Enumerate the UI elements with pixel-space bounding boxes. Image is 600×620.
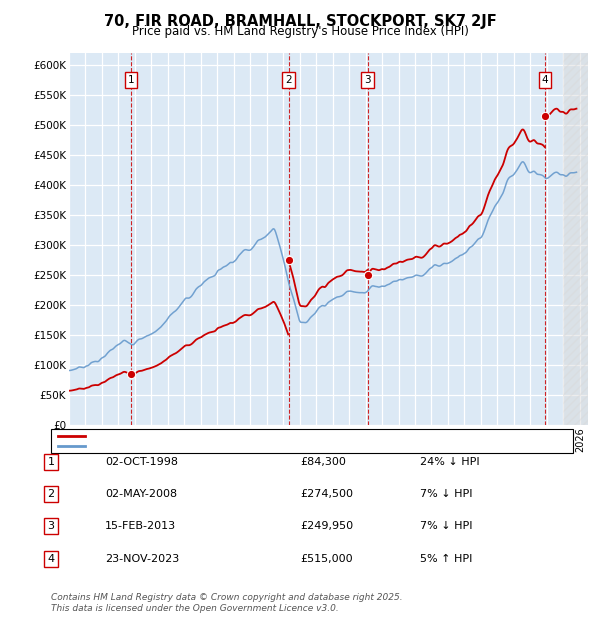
Text: 5% ↑ HPI: 5% ↑ HPI (420, 554, 472, 564)
Text: 02-OCT-1998: 02-OCT-1998 (105, 457, 178, 467)
Text: HPI: Average price, detached house, Stockport: HPI: Average price, detached house, Stoc… (92, 441, 336, 451)
Text: 70, FIR ROAD, BRAMHALL, STOCKPORT, SK7 2JF (detached house): 70, FIR ROAD, BRAMHALL, STOCKPORT, SK7 2… (92, 431, 434, 441)
Text: £249,950: £249,950 (300, 521, 353, 531)
Text: Contains HM Land Registry data © Crown copyright and database right 2025.
This d: Contains HM Land Registry data © Crown c… (51, 593, 403, 613)
Text: Price paid vs. HM Land Registry's House Price Index (HPI): Price paid vs. HM Land Registry's House … (131, 25, 469, 38)
Text: 4: 4 (542, 74, 548, 85)
Text: £274,500: £274,500 (300, 489, 353, 499)
Text: 1: 1 (47, 457, 55, 467)
Text: 70, FIR ROAD, BRAMHALL, STOCKPORT, SK7 2JF: 70, FIR ROAD, BRAMHALL, STOCKPORT, SK7 2… (104, 14, 496, 29)
Text: 7% ↓ HPI: 7% ↓ HPI (420, 489, 473, 499)
Text: £84,300: £84,300 (300, 457, 346, 467)
Text: 23-NOV-2023: 23-NOV-2023 (105, 554, 179, 564)
Text: 2: 2 (47, 489, 55, 499)
Text: 7% ↓ HPI: 7% ↓ HPI (420, 521, 473, 531)
Text: 15-FEB-2013: 15-FEB-2013 (105, 521, 176, 531)
Text: 3: 3 (47, 521, 55, 531)
Text: 3: 3 (364, 74, 371, 85)
Bar (563, 53, 588, 425)
Text: 2: 2 (286, 74, 292, 85)
Text: 02-MAY-2008: 02-MAY-2008 (105, 489, 177, 499)
Text: 24% ↓ HPI: 24% ↓ HPI (420, 457, 479, 467)
Text: £515,000: £515,000 (300, 554, 353, 564)
Text: 1: 1 (127, 74, 134, 85)
Text: 4: 4 (47, 554, 55, 564)
